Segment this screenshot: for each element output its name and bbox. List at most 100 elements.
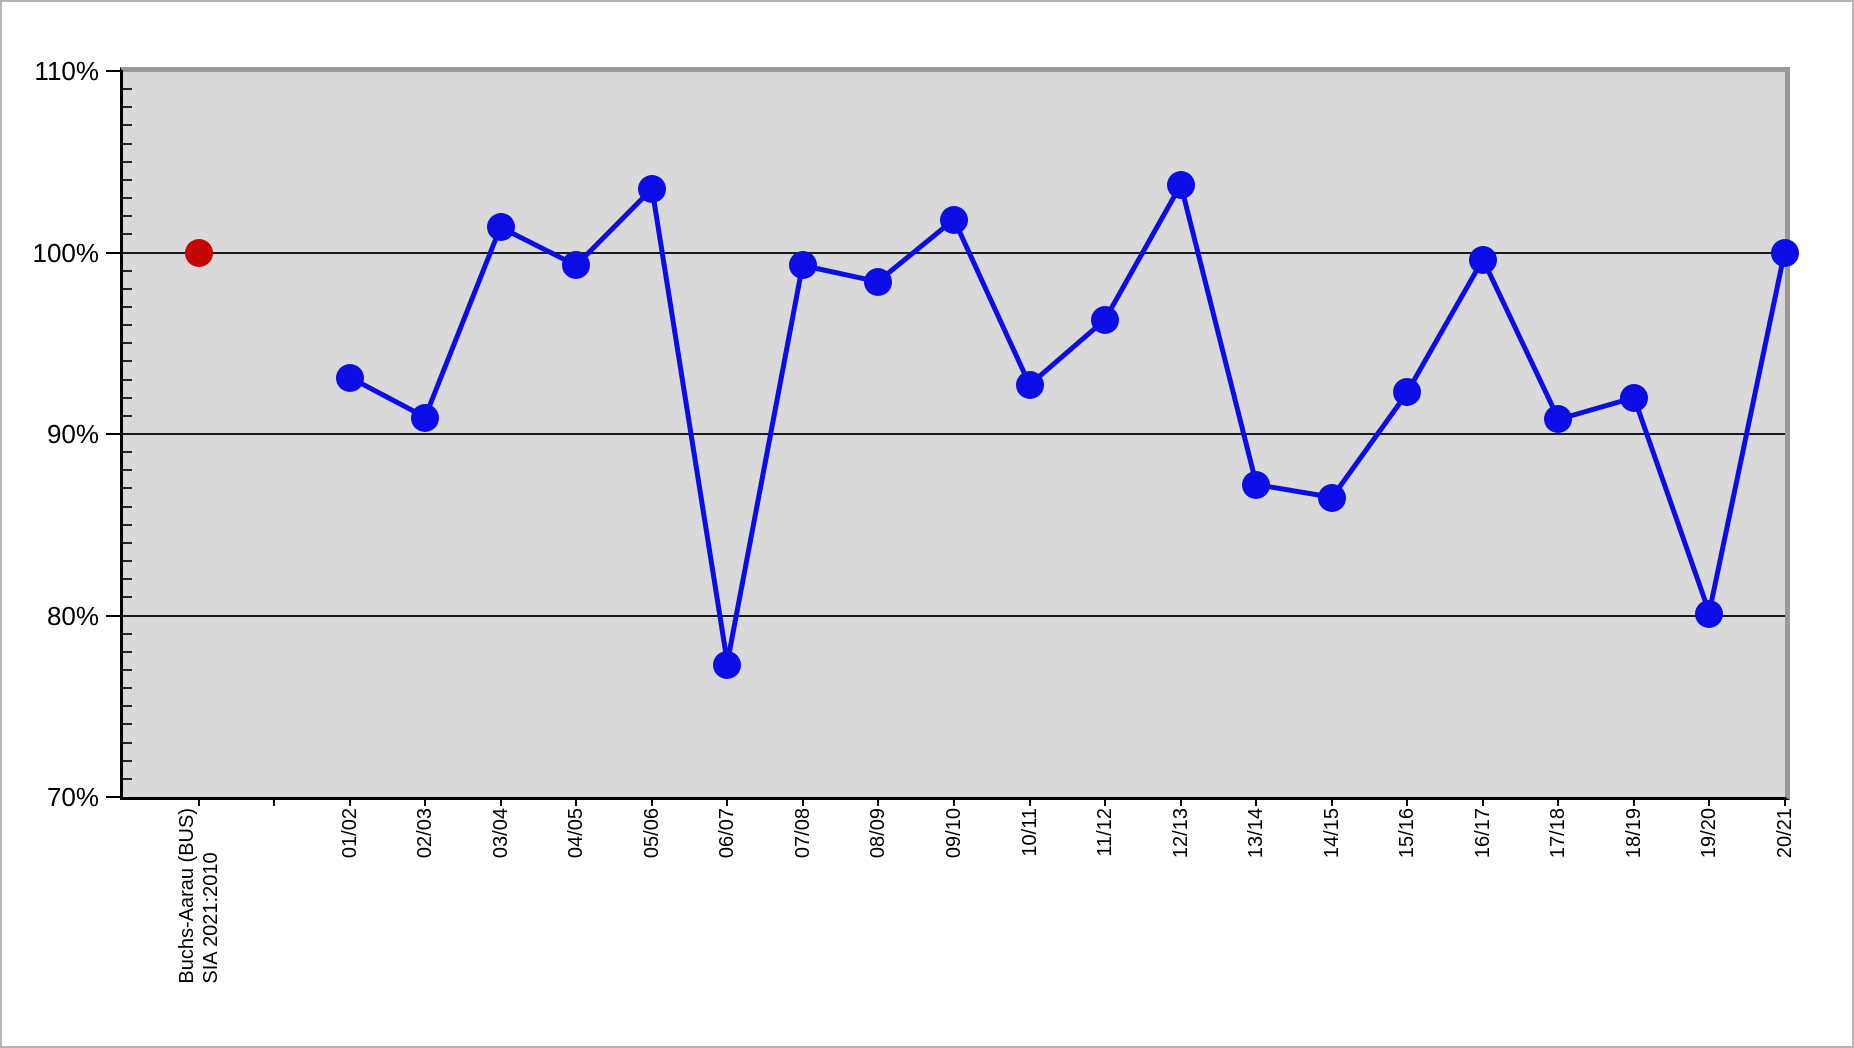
y-axis-minor-tick [123, 723, 132, 726]
x-axis-label: 16/17 [1471, 808, 1494, 859]
y-axis-minor-tick [123, 687, 132, 690]
x-axis-label: 01/02 [338, 808, 361, 859]
y-axis-tick-label: 90% [46, 419, 99, 449]
y-axis-minor-tick [123, 578, 132, 581]
season-data-point [940, 205, 968, 234]
x-axis-label: 18/19 [1622, 808, 1645, 859]
y-axis-major-tick [106, 796, 123, 798]
y-axis-minor-tick [123, 88, 132, 91]
season-data-point [1317, 483, 1346, 512]
x-axis-tick [877, 797, 880, 806]
x-axis-tick [575, 797, 578, 806]
y-axis-minor-tick [123, 650, 132, 653]
y-axis-major-tick [106, 433, 123, 435]
x-axis-tick [801, 797, 804, 806]
season-data-point [1544, 405, 1573, 434]
x-axis-label: 13/14 [1245, 808, 1268, 859]
season-data-point [788, 251, 817, 280]
x-axis-tick [650, 797, 653, 806]
season-data-point [1619, 383, 1648, 412]
y-axis-tick-label: 80% [46, 600, 99, 631]
x-axis-label: 03/04 [489, 808, 512, 859]
season-data-point [637, 174, 666, 203]
x-axis-tick [1557, 797, 1560, 806]
season-data-point [411, 403, 440, 432]
y-axis-tick-label: 70% [46, 782, 99, 812]
x-axis-tick [1708, 797, 1711, 806]
y-axis-minor-tick [123, 106, 132, 109]
x-axis-tick [1632, 797, 1635, 806]
season-data-point [1771, 238, 1799, 267]
y-axis-minor-tick [123, 360, 132, 363]
y-axis-major-tick [106, 70, 123, 72]
y-axis-minor-tick [123, 215, 132, 218]
x-axis-label: 04/05 [565, 808, 588, 859]
x-axis-label: 17/18 [1547, 808, 1570, 859]
x-axis-tick [197, 797, 200, 806]
season-data-point [1242, 470, 1271, 499]
x-axis-label: 19/20 [1698, 808, 1721, 859]
x-axis-label: 10/11 [1018, 808, 1041, 857]
x-axis-tick [348, 797, 351, 806]
x-axis-tick [953, 797, 955, 806]
x-axis-label: 02/03 [414, 808, 437, 859]
y-axis-minor-tick [123, 523, 132, 526]
y-axis-minor-tick [123, 414, 132, 417]
season-data-point [1695, 599, 1724, 628]
y-axis-major-tick [106, 251, 123, 254]
y-axis-minor-tick [123, 469, 132, 472]
x-axis-tick [1481, 797, 1484, 806]
x-axis-tick [1028, 797, 1031, 806]
season-data-point [1166, 171, 1195, 200]
reference-data-point [184, 238, 213, 267]
y-gridline [123, 614, 1785, 617]
x-axis-tick [273, 797, 276, 806]
y-axis-minor-tick [123, 124, 132, 127]
x-axis-tick [726, 797, 729, 806]
x-axis-label: 07/08 [791, 808, 814, 859]
y-axis-minor-tick [123, 142, 132, 145]
season-data-point [1015, 370, 1044, 399]
x-axis-label: 08/09 [867, 808, 890, 859]
x-axis-tick [424, 797, 427, 806]
y-axis-minor-tick [123, 487, 132, 490]
season-data-point [1393, 378, 1422, 407]
y-axis-tick-label: 110% [34, 56, 99, 86]
x-axis-label: 12/13 [1169, 808, 1192, 859]
y-axis-minor-tick [123, 378, 132, 381]
y-axis-minor-tick [123, 324, 132, 327]
y-axis-major-tick [106, 614, 123, 617]
y-axis-minor-tick [123, 596, 132, 599]
x-axis-tick [1406, 797, 1409, 806]
y-axis-minor-tick [123, 741, 132, 744]
x-axis-label: 15/16 [1396, 808, 1419, 859]
y-axis-minor-tick [123, 233, 132, 236]
y-axis-minor-tick [123, 705, 132, 708]
x-axis-label: 14/15 [1320, 808, 1343, 859]
y-gridline [123, 433, 1785, 435]
x-axis-tick [499, 797, 502, 806]
y-axis-minor-tick [123, 269, 132, 272]
y-axis-minor-tick [123, 305, 132, 308]
y-axis-minor-tick [123, 541, 132, 544]
y-axis-minor-tick [123, 396, 132, 399]
x-axis-label: 20/21 [1774, 808, 1796, 859]
y-axis-minor-tick [123, 505, 132, 508]
x-axis-label: 05/06 [640, 808, 663, 859]
season-data-point [335, 363, 364, 392]
y-axis-minor-tick [123, 759, 132, 762]
season-data-point [864, 267, 893, 296]
x-axis-tick [1784, 797, 1786, 806]
season-data-point [486, 213, 515, 242]
x-axis-label: 06/07 [716, 808, 739, 859]
season-data-point [562, 251, 591, 280]
x-axis-label: Buchs-Aarau (BUS) SIA 2021:2010 [175, 808, 222, 984]
y-axis-minor-tick [123, 668, 132, 671]
season-data-point [1468, 245, 1497, 274]
x-axis-label: 09/10 [943, 808, 965, 859]
x-axis-tick [1179, 797, 1182, 806]
y-gridline [123, 251, 1785, 254]
y-axis-minor-tick [123, 197, 132, 200]
x-axis-tick [1104, 797, 1107, 806]
